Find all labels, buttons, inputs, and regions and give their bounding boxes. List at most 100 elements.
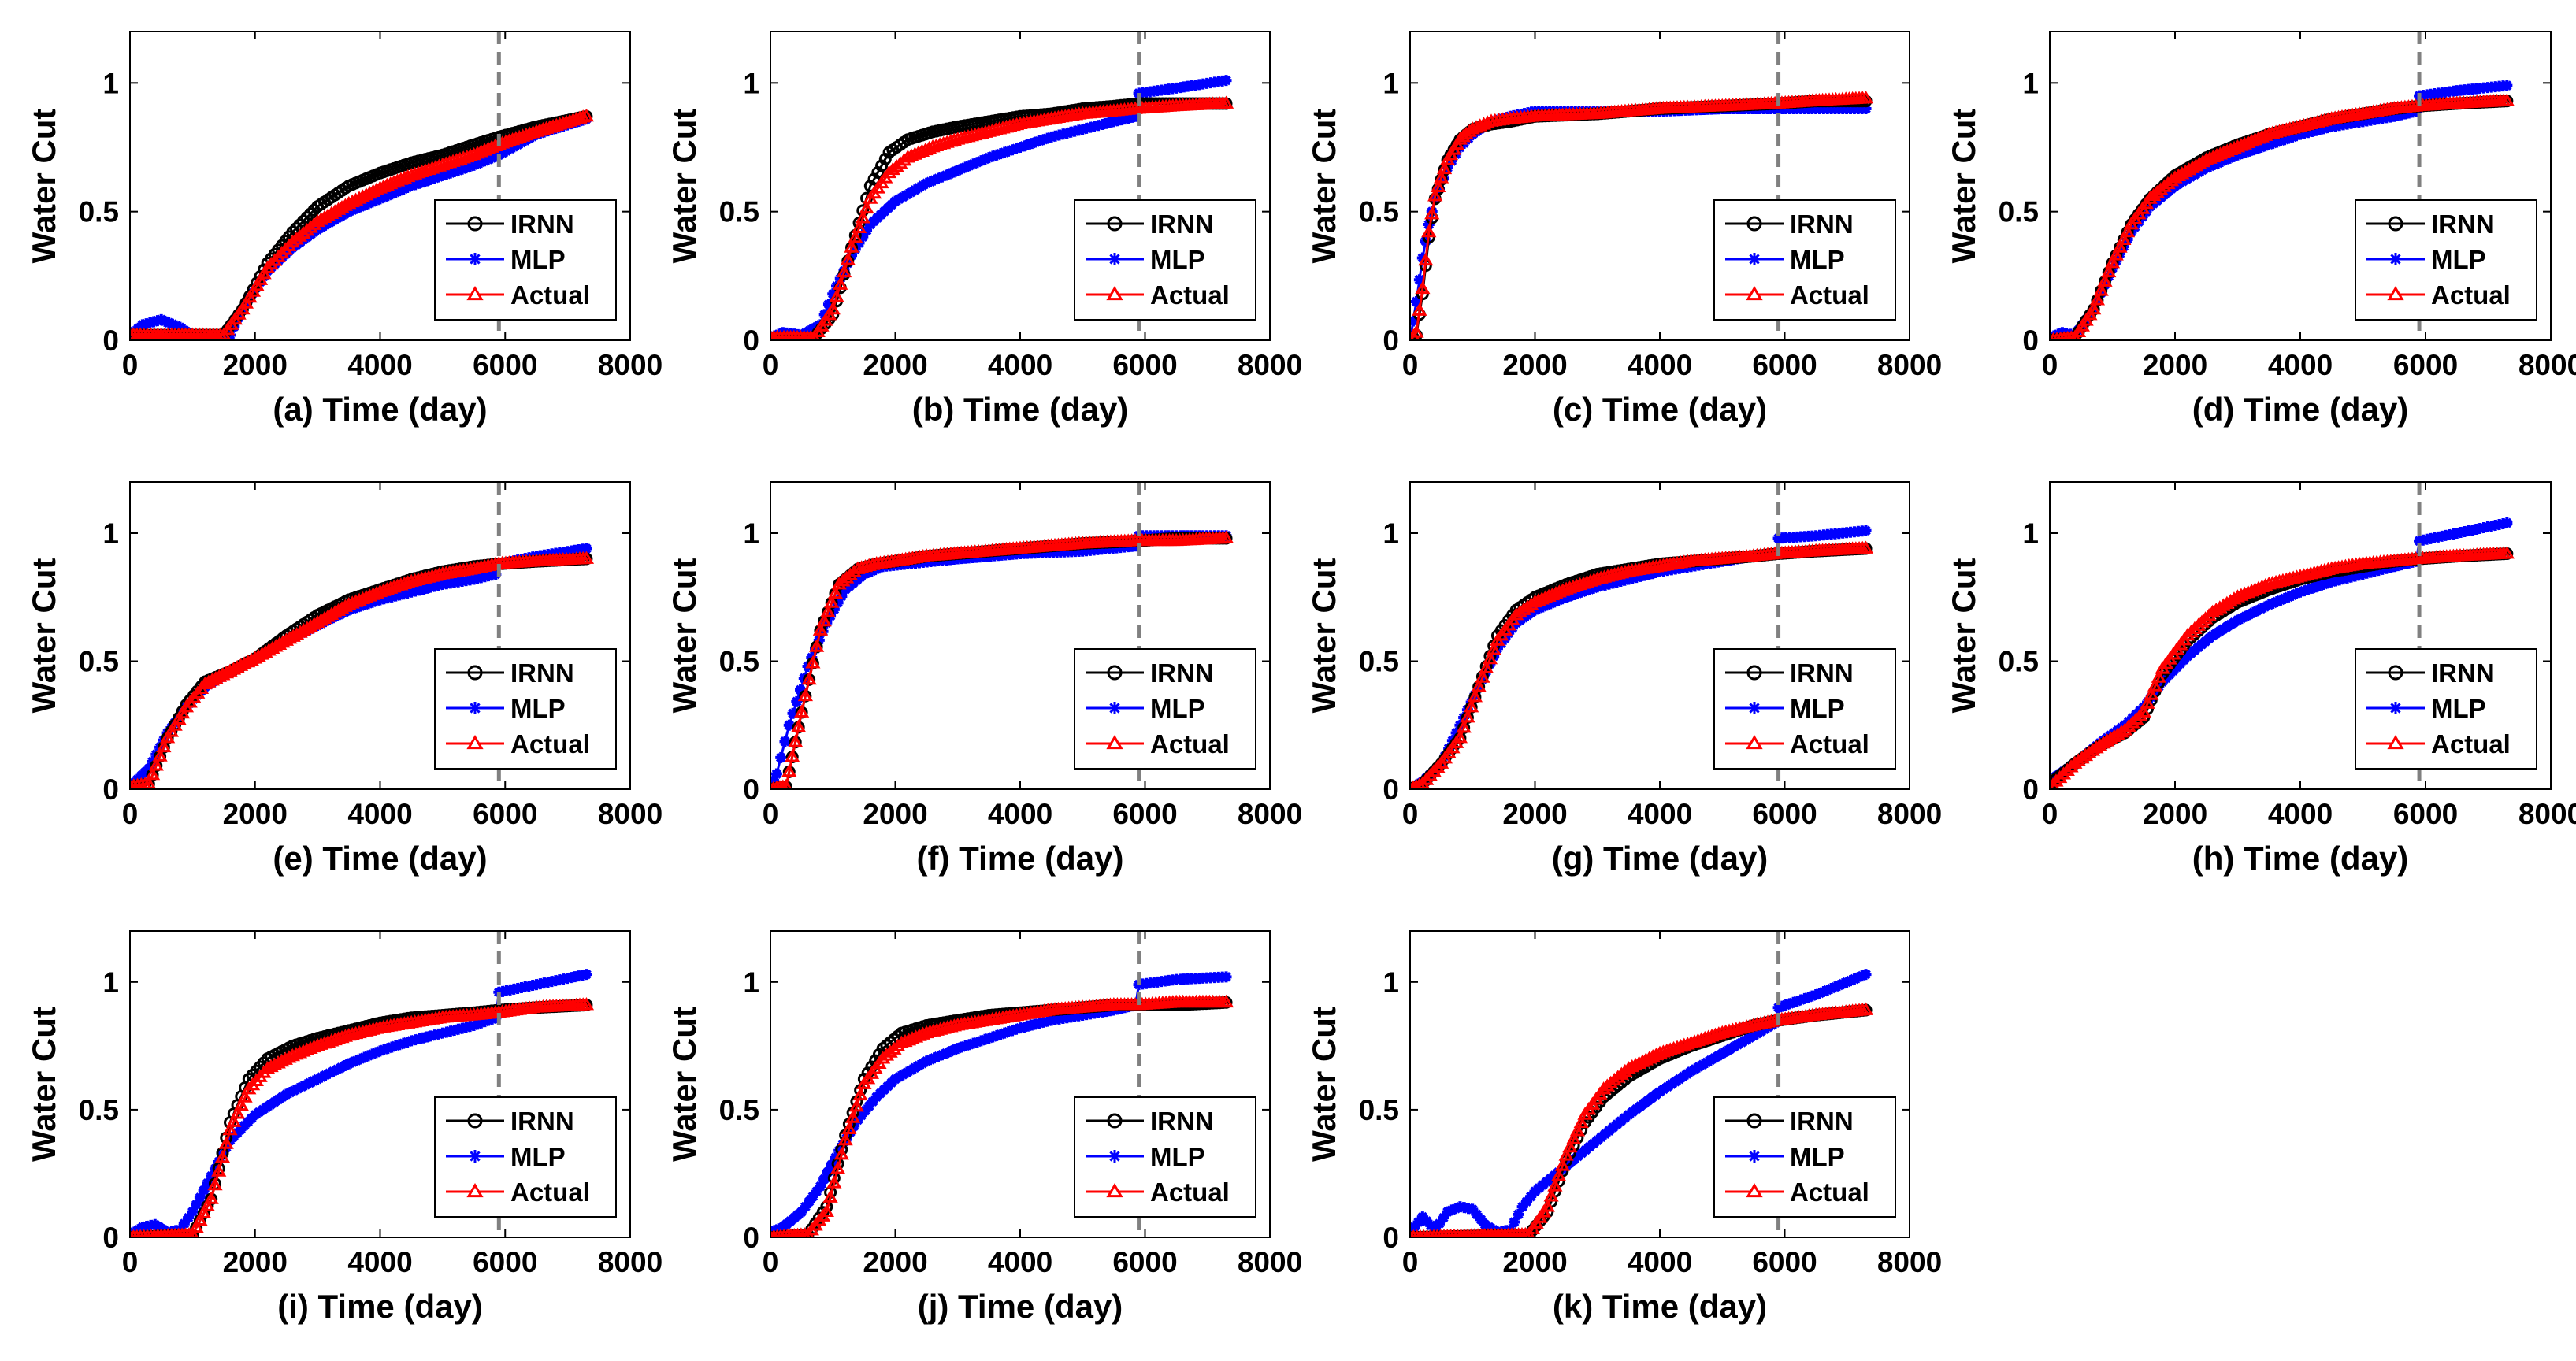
y-tick-label: 1 [1383,67,1399,99]
legend-marker-actual [1746,735,1763,750]
data-point-actual [291,228,308,242]
x-tick-label: 4000 [988,349,1052,381]
x-axis-label: (d) Time (day) [2192,391,2409,428]
x-tick-label: 0 [763,349,779,381]
legend-marker-irnn [1107,216,1123,232]
data-point-actual [794,704,810,718]
data-point-mlp [370,1047,382,1059]
x-tick-label: 2000 [863,349,927,381]
y-tick-label: 0 [102,1222,119,1254]
y-tick-label: 1 [102,67,119,99]
data-point-actual [256,266,272,280]
data-point-mlp [581,543,592,554]
legend-marker-actual [466,1183,484,1198]
data-point-actual [1858,1002,1874,1015]
data-point-actual [141,776,157,789]
x-tick-label: 2000 [1502,798,1567,830]
x-tick-label: 8000 [598,349,663,381]
data-point-mlp [1509,1216,1520,1228]
data-point-mlp [2216,155,2228,167]
data-point-actual [2136,704,2151,718]
legend-marker-mlp [469,253,481,265]
data-point-mlp [1413,274,1425,286]
legend-label-irnn: IRNN [510,1107,574,1136]
y-tick-label: 0.5 [1359,646,1399,678]
data-point-actual [809,639,825,652]
legend-label-actual: Actual [1150,1177,1230,1207]
legend-marker-actual [1106,735,1123,750]
data-point-mlp [861,224,873,236]
x-tick-label: 8000 [2518,349,2576,381]
legend-marker-actual [1106,286,1123,301]
data-point-mlp [2501,517,2513,528]
data-point-mlp [921,177,933,189]
data-point-actual [288,232,304,245]
x-tick-label: 8000 [1238,1246,1302,1278]
data-point-actual [199,1198,216,1211]
x-tick-label: 6000 [1752,349,1817,381]
plot-data [1410,969,1874,1237]
legend-marker-mlp [1748,702,1761,714]
data-point-actual [797,688,814,702]
legend-marker-mlp [1108,702,1121,714]
x-tick-label: 2000 [2143,798,2207,830]
data-point-mlp [191,1199,202,1211]
plot-data [2050,517,2515,789]
y-tick-label: 0 [743,1222,759,1254]
data-point-actual [183,1226,195,1237]
x-axis-label: (b) Time (day) [912,391,1129,428]
legend-marker-irnn [1107,1113,1123,1129]
data-point-mlp [343,206,354,217]
legend-marker-mlp [1108,1150,1121,1163]
series-actual [2050,546,2515,789]
data-point-actual [233,1097,249,1111]
data-point-mlp [398,184,410,195]
data-point-actual [148,758,164,771]
data-point-mlp [975,155,987,167]
y-tick-label: 0.5 [719,646,759,678]
legend-marker-irnn [1746,1113,1762,1129]
data-point-mlp [940,169,952,181]
data-point-mlp [822,1166,833,1178]
x-tick-label: 4000 [1628,1246,1692,1278]
data-point-actual [1421,224,1437,238]
legend-marker-mlp [1748,253,1761,265]
x-tick-label: 8000 [1238,349,1302,381]
legend-marker-mlp [2389,702,2402,714]
data-point-actual [2089,292,2106,306]
data-point-actual [152,748,168,762]
data-point-actual [805,655,821,669]
data-point-mlp [960,161,971,173]
data-point-actual [192,1212,208,1226]
x-tick-label: 4000 [988,1246,1052,1278]
data-point-mlp [1410,315,1419,327]
data-point-mlp [1475,1214,1487,1226]
data-point-actual [837,1132,853,1146]
legend-marker-mlp [1108,253,1121,265]
data-point-actual [1434,170,1449,184]
data-point-mlp [2287,589,2299,601]
data-point-actual [295,225,311,239]
data-point-mlp [1488,651,1500,662]
data-point-mlp [1525,1191,1537,1203]
data-point-actual [1858,90,1874,104]
data-point-actual [1424,206,1440,220]
data-point-mlp [921,1055,933,1067]
legend-label-irnn: IRNN [1790,210,1854,239]
data-point-mlp [979,154,991,165]
y-tick-label: 0.5 [1999,196,2039,228]
data-point-mlp [2501,80,2513,91]
data-point-actual [222,1122,238,1136]
data-point-mlp [779,736,791,747]
data-point-mlp [932,172,944,184]
data-point-mlp [826,1159,837,1170]
x-tick-label: 0 [2042,349,2058,381]
data-point-mlp [1471,1208,1483,1220]
data-point-mlp [1533,603,1545,614]
data-point-mlp [1860,969,1872,981]
x-tick-label: 6000 [1112,349,1177,381]
data-point-mlp [956,163,967,175]
